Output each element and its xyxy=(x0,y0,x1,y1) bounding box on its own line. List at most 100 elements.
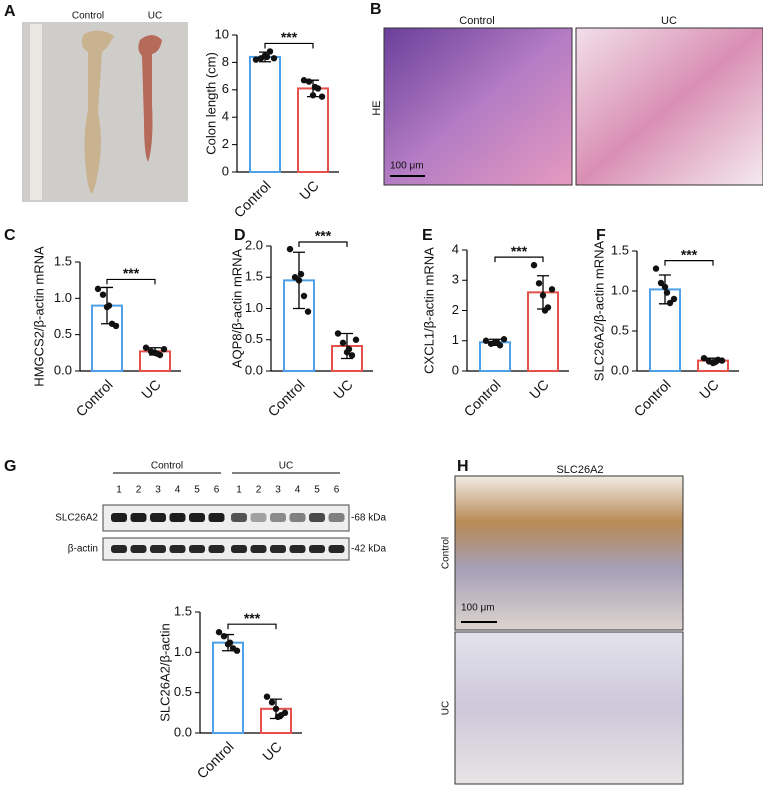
lane-label: 2 xyxy=(256,485,262,496)
data-point xyxy=(295,277,303,284)
y-tick-label: 1.0 xyxy=(174,644,192,659)
significance-label: *** xyxy=(315,228,332,244)
significance-label: *** xyxy=(681,246,698,262)
data-point xyxy=(700,355,708,362)
data-point xyxy=(263,53,271,61)
y-tick-label: 0.5 xyxy=(174,684,192,699)
ihc-image-control xyxy=(454,475,684,631)
scale-label: 100 μm xyxy=(461,603,495,614)
band xyxy=(309,545,325,553)
data-point xyxy=(160,346,168,353)
bar xyxy=(649,288,681,372)
band xyxy=(208,545,225,553)
colon-control xyxy=(81,30,114,195)
band xyxy=(231,513,247,522)
data-point xyxy=(105,302,113,309)
y-axis-label: HMGCS2/β-actin mRNA xyxy=(31,246,46,387)
lane-label: 6 xyxy=(214,485,220,496)
data-point xyxy=(718,357,726,364)
panel-label: A xyxy=(4,3,16,20)
column-label: UC xyxy=(661,15,677,27)
bar xyxy=(212,641,244,734)
y-tick-label: 1.0 xyxy=(245,300,263,315)
band xyxy=(169,513,186,522)
protein-label: SLC26A2 xyxy=(55,513,98,524)
y-tick-label: 0 xyxy=(452,362,459,377)
data-point xyxy=(661,283,669,291)
band xyxy=(169,545,186,553)
data-point xyxy=(535,280,543,287)
band xyxy=(328,545,345,553)
panel-label: G xyxy=(4,458,16,475)
lane-label: 3 xyxy=(155,485,161,496)
bar xyxy=(297,87,329,173)
band xyxy=(309,513,325,522)
photo-label: UC xyxy=(148,11,162,22)
y-axis-label: AQP8/β-actin mRNA xyxy=(229,248,244,368)
data-point xyxy=(233,647,241,654)
data-point xyxy=(252,56,260,63)
blot-frame xyxy=(102,537,350,561)
group-label: UC xyxy=(279,461,293,472)
data-point xyxy=(99,291,107,298)
y-tick-label: 0 xyxy=(222,163,229,178)
y-axis-label: CXCL1/β-actin mRNA xyxy=(421,247,436,374)
panel-label: H xyxy=(457,458,469,475)
data-point xyxy=(311,83,319,91)
lane-label: 4 xyxy=(175,485,181,496)
data-point xyxy=(297,270,305,278)
data-point xyxy=(272,705,280,712)
scale-label: 100 μm xyxy=(390,161,424,172)
band xyxy=(250,513,267,522)
y-axis-label: Colon length (cm) xyxy=(203,52,218,155)
y-tick-label: 1.5 xyxy=(611,242,629,257)
band xyxy=(250,545,267,553)
bar xyxy=(249,55,281,173)
y-tick-label: 4 xyxy=(452,241,459,256)
data-point xyxy=(348,352,356,359)
data-point xyxy=(270,55,278,62)
significance-label: *** xyxy=(244,610,261,626)
group-label: Control xyxy=(151,461,183,472)
significance-label: *** xyxy=(123,265,140,281)
data-point xyxy=(339,339,347,347)
x-tick-label: Control xyxy=(73,376,116,419)
y-tick-label: 2.0 xyxy=(245,237,263,252)
y-axis-label: SLC26A2/β-actin mRNA xyxy=(591,240,606,381)
panel-label: C xyxy=(4,227,16,244)
y-tick-label: 1 xyxy=(452,332,459,347)
y-tick-label: 8 xyxy=(222,54,229,69)
lane-label: 1 xyxy=(236,485,242,496)
panel-label: E xyxy=(422,227,433,244)
lane-label: 5 xyxy=(314,485,320,496)
data-point xyxy=(268,699,276,706)
y-tick-label: 1.5 xyxy=(174,603,192,618)
data-point xyxy=(286,245,294,253)
panel-label: F xyxy=(596,227,606,244)
band xyxy=(270,545,286,553)
y-tick-label: 1.0 xyxy=(54,290,72,305)
row-label: UC xyxy=(441,701,452,715)
photo xyxy=(22,22,188,202)
x-tick-label: UC xyxy=(138,376,164,402)
data-point xyxy=(652,265,660,272)
data-point xyxy=(670,295,678,303)
data-point xyxy=(657,279,665,287)
data-point xyxy=(334,330,342,337)
y-tick-label: 0.0 xyxy=(54,362,72,377)
data-point xyxy=(345,345,353,353)
band xyxy=(111,513,127,522)
band xyxy=(289,545,306,553)
colon-uc xyxy=(138,35,162,162)
y-tick-label: 0.5 xyxy=(611,322,629,337)
x-tick-label: UC xyxy=(259,738,285,764)
data-point xyxy=(226,639,234,646)
data-point xyxy=(666,299,674,307)
size-label: -42 kDa xyxy=(351,544,386,555)
band xyxy=(189,545,205,553)
lane-label: 1 xyxy=(116,485,122,496)
y-tick-label: 2 xyxy=(452,302,459,317)
data-point xyxy=(500,336,508,343)
data-point xyxy=(300,77,308,84)
